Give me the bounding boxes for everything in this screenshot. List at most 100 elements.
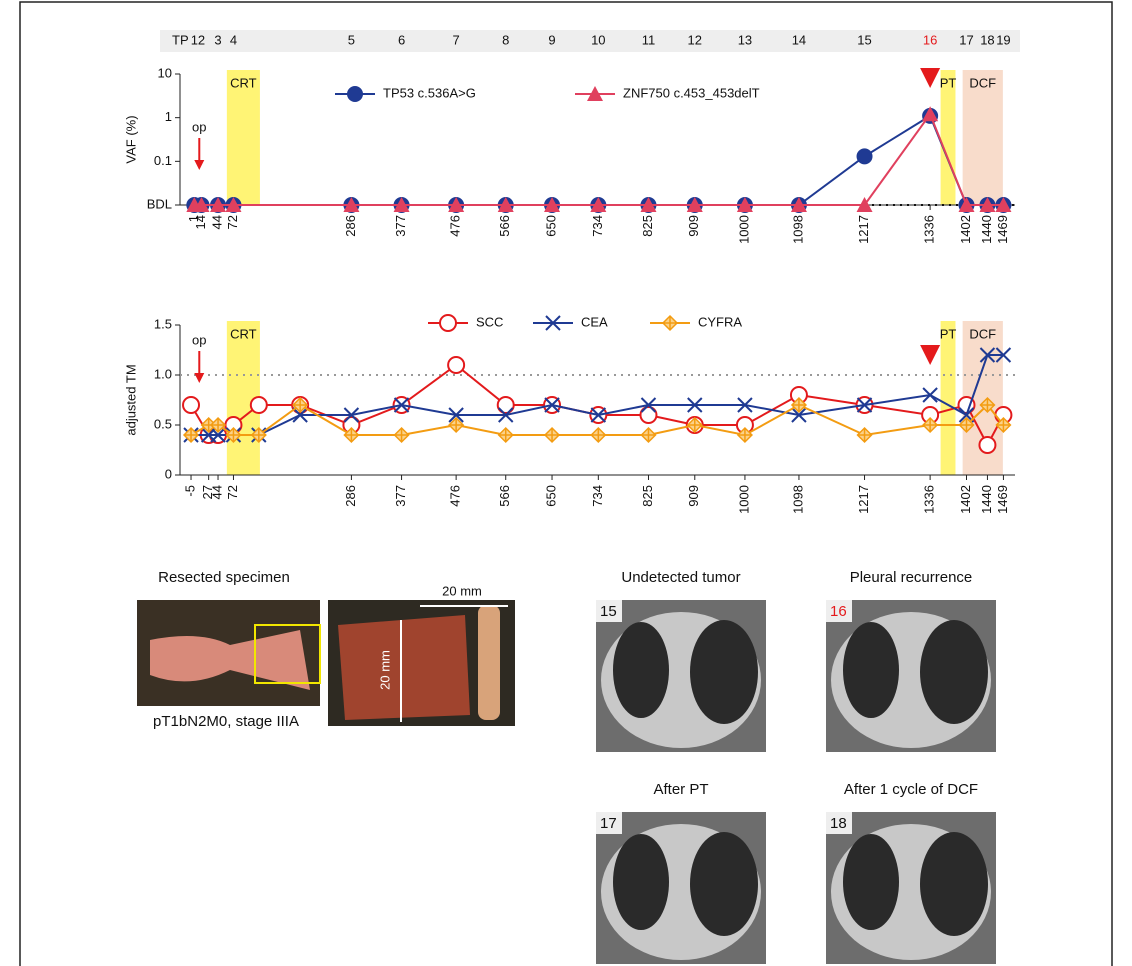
x-tick-label: 650 xyxy=(543,215,558,237)
y-tick-label: 1.5 xyxy=(154,316,172,331)
tp-number: 7 xyxy=(453,32,460,47)
x-tick-label: 1469 xyxy=(995,215,1010,244)
x-tick-label: 286 xyxy=(343,215,358,237)
ct-lung xyxy=(920,832,988,936)
x-tick-label: 44 xyxy=(209,485,224,499)
tp-number: 2 xyxy=(198,32,205,47)
data-point xyxy=(591,428,605,442)
tp-number: 10 xyxy=(591,32,605,47)
ct-lung xyxy=(690,620,758,724)
tp-number: 8 xyxy=(502,32,509,47)
x-tick-label: 1217 xyxy=(856,215,871,244)
y-axis-label: VAF (%) xyxy=(123,115,138,163)
x-tick-label: 825 xyxy=(640,215,655,237)
legend-marker xyxy=(440,315,456,331)
x-tick-label: 1098 xyxy=(790,215,805,244)
specimen-caption: pT1bN2M0, stage IIIA xyxy=(153,713,299,730)
tp-number: 12 xyxy=(688,32,702,47)
x-tick-label: 650 xyxy=(543,485,558,507)
figure: TP Resected specimen 20 mm 20 mm pT1bN2M… xyxy=(0,0,1132,966)
tp-number: 5 xyxy=(348,32,355,47)
tp-number: 15 xyxy=(857,32,871,47)
data-point xyxy=(499,428,513,442)
specimen-photo xyxy=(137,600,515,726)
x-tick-label: 1402 xyxy=(958,485,973,514)
data-point xyxy=(183,397,199,413)
tp-label: TP xyxy=(172,32,189,47)
x-tick-label: 1000 xyxy=(736,215,751,244)
event-marker xyxy=(920,68,940,88)
x-tick-label: 72 xyxy=(225,485,240,499)
ct-lung xyxy=(690,832,758,936)
data-point xyxy=(395,428,409,442)
ct-lung xyxy=(613,834,669,930)
annotation-arrowhead xyxy=(194,160,204,170)
ct-title: After 1 cycle of DCF xyxy=(844,781,978,798)
legend-label: ZNF750 c.453_453delT xyxy=(623,85,760,100)
data-point xyxy=(641,428,655,442)
legend-label: CYFRA xyxy=(698,314,742,329)
y-tick-label: BDL xyxy=(147,196,172,211)
span-label: DCF xyxy=(969,326,996,341)
legend-label: CEA xyxy=(581,314,608,329)
data-point xyxy=(857,148,873,164)
x-tick-label: 909 xyxy=(686,485,701,507)
ct-images: Undetected tumor15Pleural recurrence16Af… xyxy=(596,569,996,964)
tp-number: 18 xyxy=(980,32,994,47)
legend-marker xyxy=(347,86,363,102)
annotation: op xyxy=(192,332,206,347)
span-label: CRT xyxy=(230,75,257,90)
x-tick-label: -5 xyxy=(182,485,197,497)
tp-number: 11 xyxy=(642,32,656,47)
x-tick-label: 734 xyxy=(590,485,605,507)
x-tick-label: 44 xyxy=(209,215,224,229)
series-line xyxy=(194,114,1003,205)
span-label: DCF xyxy=(969,75,996,90)
x-tick-label: 377 xyxy=(393,215,408,237)
ct-tp-label: 16 xyxy=(830,603,847,620)
y-tick-label: 1.0 xyxy=(154,366,172,381)
y-tick-label: 0.5 xyxy=(154,416,172,431)
ct-tp-label: 15 xyxy=(600,603,617,620)
x-tick-label: 1098 xyxy=(790,485,805,514)
legend-label: TP53 c.536A>G xyxy=(383,85,476,100)
x-tick-label: 566 xyxy=(497,485,512,507)
x-tick-label: 1402 xyxy=(958,215,973,244)
ct-title: After PT xyxy=(653,781,708,798)
annotation: op xyxy=(192,119,206,134)
scale-v-label: 20 mm xyxy=(377,650,392,690)
x-tick-label: 476 xyxy=(448,215,463,237)
x-tick-label: 1336 xyxy=(922,485,937,514)
x-tick-label: 1469 xyxy=(995,485,1010,514)
data-point xyxy=(858,428,872,442)
specimen-title: Resected specimen xyxy=(158,569,290,586)
x-tick-label: 909 xyxy=(686,215,701,237)
treatment-span xyxy=(941,321,956,475)
tp-number: 13 xyxy=(738,32,752,47)
data-point xyxy=(545,428,559,442)
tp-number: 9 xyxy=(548,32,555,47)
x-tick-label: 734 xyxy=(590,215,605,237)
data-point xyxy=(448,357,464,373)
span-label: CRT xyxy=(230,326,257,341)
x-tick-label: 1336 xyxy=(922,215,937,244)
x-tick-label: 1217 xyxy=(856,485,871,514)
span-label: PT xyxy=(940,75,957,90)
data-point xyxy=(251,397,267,413)
tp-number: 14 xyxy=(792,32,806,47)
tp-number: 1 xyxy=(191,32,198,47)
y-tick-label: 0 xyxy=(165,466,172,481)
annotation-arrowhead xyxy=(194,373,204,383)
span-label: PT xyxy=(940,326,957,341)
ct-title: Pleural recurrence xyxy=(850,569,973,586)
event-marker xyxy=(920,345,940,365)
x-tick-label: 14 xyxy=(193,215,208,229)
ct-lung xyxy=(920,620,988,724)
y-axis-label: adjusted TM xyxy=(123,364,138,435)
tp-band xyxy=(160,30,1020,52)
ct-lung xyxy=(843,834,899,930)
tp-number: 17 xyxy=(959,32,973,47)
x-tick-label: 825 xyxy=(640,485,655,507)
x-tick-label: 566 xyxy=(497,215,512,237)
series-line xyxy=(194,116,1003,205)
